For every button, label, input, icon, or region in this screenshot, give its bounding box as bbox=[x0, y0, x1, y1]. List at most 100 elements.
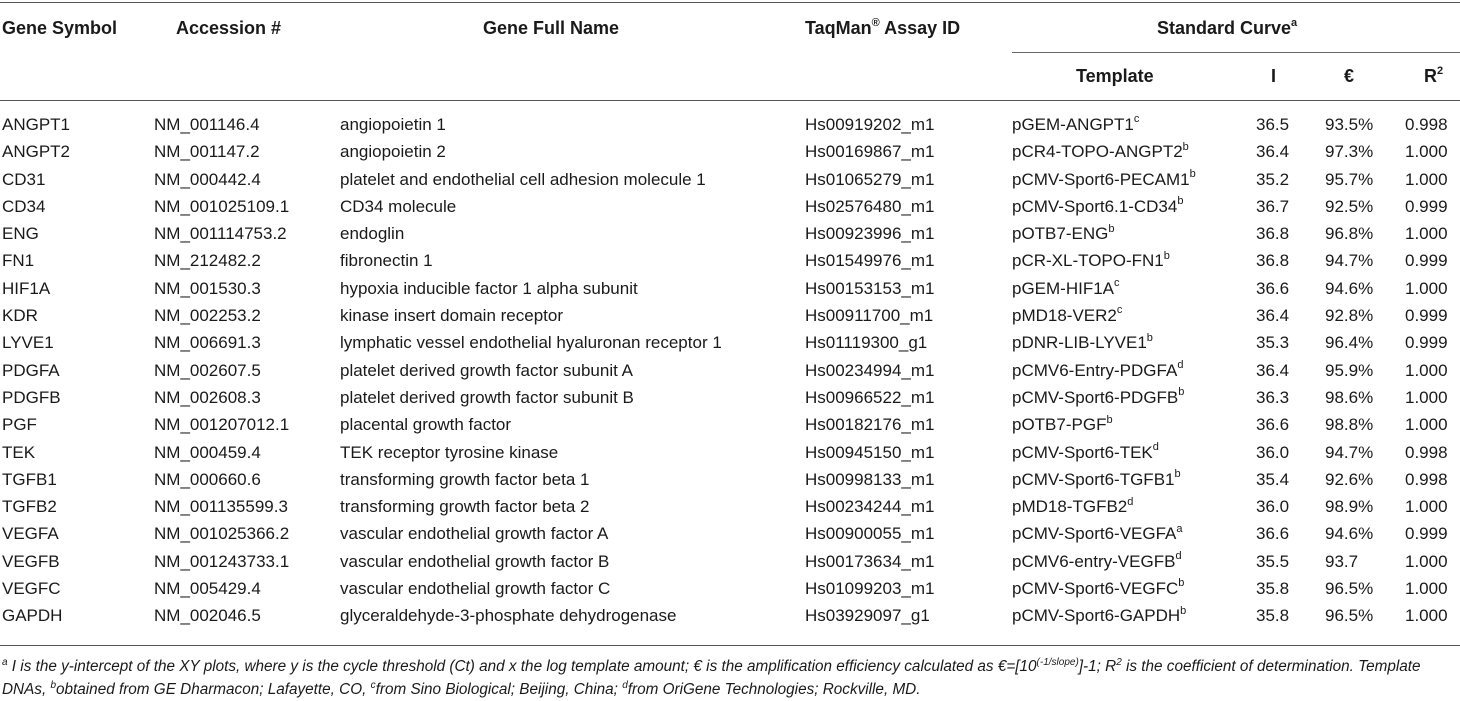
cell-intercept-text: 35.8 bbox=[1256, 579, 1290, 599]
cell-efficiency: 96.5% bbox=[1325, 578, 1373, 600]
cell-accession-text: NM_001025366.2 bbox=[154, 524, 290, 544]
cell-accession-text: NM_000660.6 bbox=[154, 469, 261, 489]
cell-intercept: 36.4 bbox=[1256, 141, 1289, 163]
table-row: ANGPT1 NM_001146.4 angiopoietin 1 Hs0091920… bbox=[0, 114, 1460, 141]
cell-gene-symbol-text: VEGFC bbox=[2, 579, 61, 599]
cell-accession: NM_005429.4 bbox=[154, 578, 261, 600]
cell-accession-text: NM_001207012.1 bbox=[154, 415, 290, 435]
table-row: HIF1A NM_001530.3 hypoxia inducible factor… bbox=[0, 278, 1460, 305]
cell-gene-full-name-text: lymphatic vessel endothelial hyaluronan … bbox=[340, 333, 722, 353]
cell-r2-text: 1.000 bbox=[1405, 224, 1448, 244]
cell-gene-symbol: FN1 bbox=[2, 250, 34, 272]
cell-accession: NM_001025109.1 bbox=[154, 196, 289, 218]
template-source-mark: b bbox=[1106, 413, 1113, 426]
header-intercept: I bbox=[1271, 66, 1277, 86]
template-source-mark: c bbox=[1133, 113, 1140, 126]
cell-r2: 0.998 bbox=[1405, 114, 1448, 136]
cell-template-text: pMD18-TGFB2 bbox=[1012, 497, 1128, 517]
cell-accession-text: NM_006691.3 bbox=[154, 333, 261, 353]
cell-template: pCMV-Sport6.1-CD34b bbox=[1012, 196, 1183, 218]
cell-gene-symbol-text: CD34 bbox=[2, 196, 46, 216]
cell-gene-full-name-text: angiopoietin 2 bbox=[340, 142, 446, 162]
cell-intercept: 35.4 bbox=[1256, 469, 1289, 491]
cell-r2-text: 1.000 bbox=[1405, 278, 1448, 298]
table-row: VEGFC NM_005429.4 vascular endothelial gro… bbox=[0, 578, 1460, 605]
cell-gene-full-name-text: angiopoietin 1 bbox=[340, 115, 446, 134]
header-accession: Accession # bbox=[176, 18, 282, 38]
cell-template: pCMV6-entry-VEGFBd bbox=[1012, 551, 1182, 573]
cell-intercept-text: 36.6 bbox=[1256, 278, 1290, 298]
cell-template-text: pGEM-ANGPT1 bbox=[1012, 115, 1134, 134]
template-source-mark: b bbox=[1182, 140, 1189, 153]
cell-r2: 1.000 bbox=[1405, 169, 1448, 191]
cell-template-text: pCMV-Sport6.1-CD34 bbox=[1012, 196, 1178, 216]
cell-efficiency: 94.7% bbox=[1325, 442, 1373, 464]
cell-gene-full-name: glyceraldehyde-3-phosphate dehydrogenase bbox=[340, 605, 676, 627]
cell-gene-full-name: transforming growth factor beta 1 bbox=[340, 469, 589, 491]
cell-accession: NM_002046.5 bbox=[154, 605, 261, 627]
cell-gene-symbol: GAPDH bbox=[2, 605, 62, 627]
cell-accession: NM_000459.4 bbox=[154, 442, 261, 464]
cell-intercept: 35.2 bbox=[1256, 169, 1289, 191]
cell-gene-full-name: transforming growth factor beta 2 bbox=[340, 496, 589, 518]
table-row: CD34 NM_001025109.1 CD34 molecule Hs0257648… bbox=[0, 196, 1460, 223]
cell-gene-full-name-text: kinase insert domain receptor bbox=[340, 306, 564, 326]
cell-gene-symbol: TEK bbox=[2, 442, 35, 464]
cell-efficiency-text: 97.3% bbox=[1325, 142, 1374, 162]
standard-curve-subrule bbox=[1012, 52, 1460, 53]
cell-intercept-text: 36.4 bbox=[1256, 142, 1290, 162]
cell-intercept: 35.5 bbox=[1256, 551, 1289, 573]
cell-r2: 1.000 bbox=[1405, 387, 1448, 409]
cell-gene-symbol-text: ENG bbox=[2, 224, 39, 244]
cell-r2: 0.999 bbox=[1405, 305, 1448, 327]
cell-gene-full-name-text: endoglin bbox=[340, 224, 405, 244]
cell-intercept: 35.8 bbox=[1256, 605, 1289, 627]
cell-template-text: pCR-XL-TOPO-FN1 bbox=[1012, 251, 1164, 271]
header-assay-id-text: TaqMan bbox=[805, 18, 872, 38]
header-standard-curve-text: Standard Curve bbox=[1157, 18, 1292, 38]
cell-gene-full-name: lymphatic vessel endothelial hyaluronan … bbox=[340, 332, 722, 354]
cell-r2: 0.999 bbox=[1405, 332, 1448, 354]
cell-gene-symbol: PDGFB bbox=[2, 387, 61, 409]
cell-assay-id-text: Hs00234994_m1 bbox=[805, 360, 935, 380]
template-source-mark: b bbox=[1174, 468, 1181, 481]
table-row: TEK NM_000459.4 TEK receptor tyrosine kina… bbox=[0, 441, 1460, 469]
cell-gene-full-name: vascular endothelial growth factor B bbox=[340, 551, 609, 573]
header-template: Template bbox=[1076, 66, 1154, 86]
cell-intercept: 36.0 bbox=[1256, 496, 1289, 518]
cell-assay-id-text: Hs00169867_m1 bbox=[805, 142, 935, 162]
cell-efficiency: 94.6% bbox=[1325, 523, 1373, 545]
cell-r2-text: 1.000 bbox=[1405, 606, 1448, 626]
cell-template: pCMV-Sport6-TEKd bbox=[1012, 441, 1159, 464]
cell-accession-text: NM_001025109.1 bbox=[154, 196, 290, 216]
cell-assay-id-text: Hs00966522_m1 bbox=[805, 387, 935, 407]
registered-mark: ® bbox=[871, 17, 880, 29]
table-row: TGFB2 NM_001135599.3 transforming growth f… bbox=[0, 496, 1460, 523]
cell-gene-full-name: CD34 molecule bbox=[340, 196, 456, 218]
template-source-mark: c bbox=[1116, 304, 1123, 317]
cell-gene-full-name: hypoxia inducible factor 1 alpha subunit bbox=[340, 278, 638, 300]
cell-gene-full-name-text: transforming growth factor beta 2 bbox=[340, 497, 590, 517]
cell-efficiency: 96.8% bbox=[1325, 223, 1373, 245]
cell-accession-text: NM_002046.5 bbox=[154, 606, 261, 626]
header-standard-curve: Standard Curvea bbox=[1157, 18, 1297, 39]
cell-r2: 1.000 bbox=[1405, 360, 1448, 382]
table-body: ANGPT1 NM_001146.4 angiopoietin 1 Hs0091920… bbox=[0, 114, 1460, 633]
header-efficiency: € bbox=[1344, 66, 1355, 86]
table-row: ANGPT2 NM_001147.2 angiopoietin 2 Hs0016986… bbox=[0, 141, 1460, 168]
cell-assay-id-text: Hs01099203_m1 bbox=[805, 579, 935, 599]
cell-efficiency: 98.8% bbox=[1325, 414, 1373, 436]
cell-template-text: pCMV-Sport6-PDGFB bbox=[1012, 387, 1179, 407]
template-source-mark: b bbox=[1163, 249, 1170, 262]
cell-template: pMD18-TGFB2d bbox=[1012, 496, 1133, 518]
cell-gene-full-name: vascular endothelial growth factor C bbox=[340, 578, 610, 600]
cell-r2: 0.999 bbox=[1405, 250, 1448, 272]
cell-efficiency-text: 96.8% bbox=[1325, 224, 1374, 244]
cell-efficiency: 95.7% bbox=[1325, 169, 1373, 191]
cell-efficiency-text: 93.7 bbox=[1325, 551, 1359, 571]
header-gene-symbol: Gene Symbol bbox=[2, 18, 118, 38]
cell-gene-symbol-text: GAPDH bbox=[2, 606, 63, 626]
cell-gene-full-name: angiopoietin 1 bbox=[340, 114, 446, 136]
cell-accession-text: NM_001243733.1 bbox=[154, 551, 290, 571]
cell-accession-text: NM_001114753.2 bbox=[154, 224, 287, 244]
